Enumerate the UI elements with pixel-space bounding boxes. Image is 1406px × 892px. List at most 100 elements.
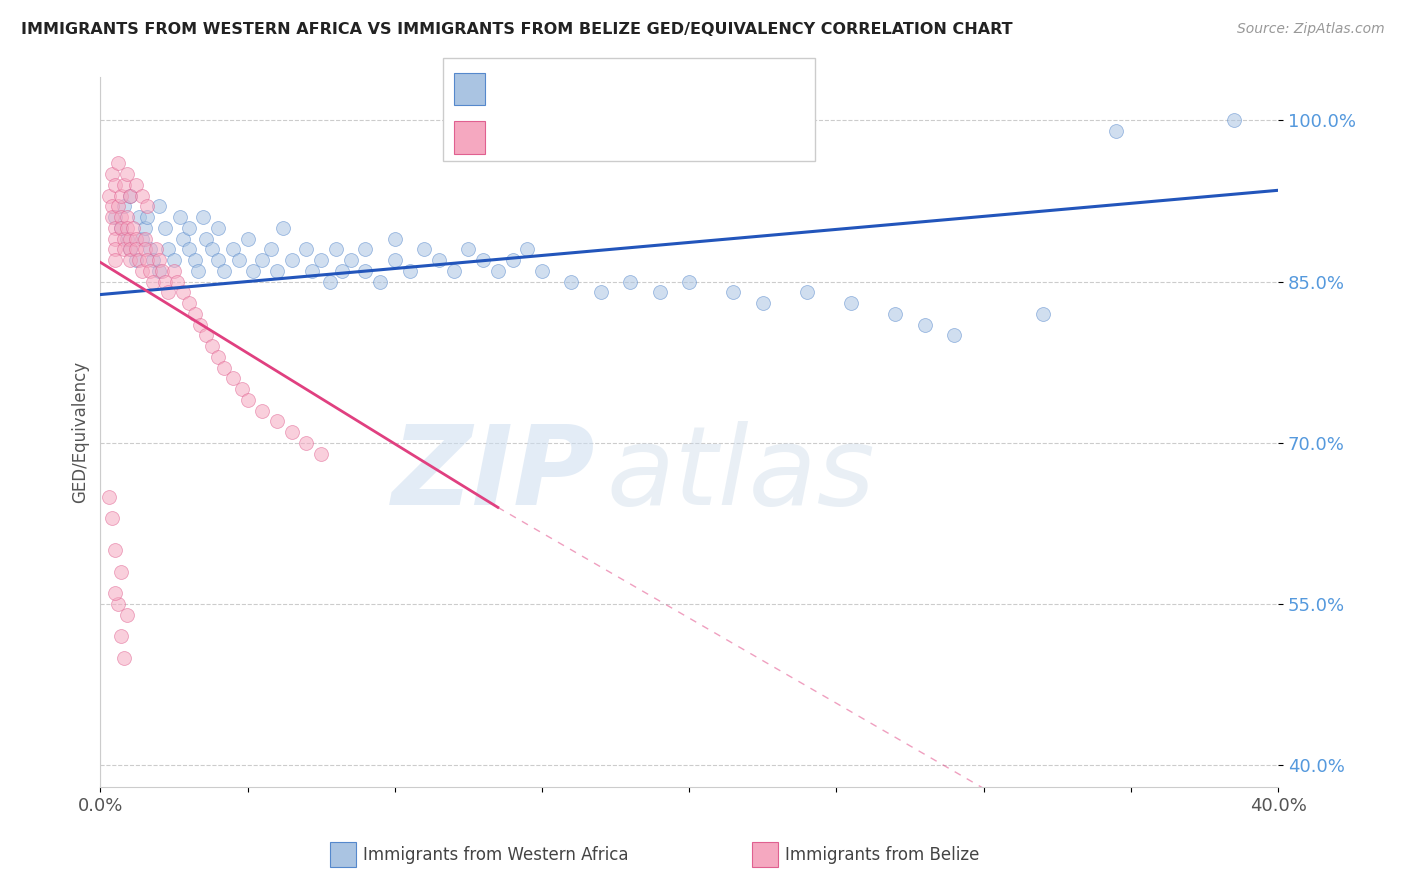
Point [325,243,347,257]
Point [104,243,127,257]
Point [531,264,554,278]
Point [112,178,135,192]
Point [457,243,479,257]
Point [413,243,436,257]
Point [131,264,153,278]
Point [330,264,353,278]
Point [101,511,124,525]
Point [678,275,700,289]
Point [280,425,302,439]
Text: ZIP: ZIP [391,421,595,528]
Point [502,253,524,268]
Point [118,188,141,202]
Point [112,232,135,246]
Point [139,264,162,278]
Point [150,264,173,278]
Point [104,210,127,224]
Point [142,275,165,289]
Point [145,243,167,257]
Point [516,243,538,257]
Point [309,447,332,461]
Point [142,253,165,268]
Point [172,232,194,246]
Point [183,253,205,268]
Point [115,221,138,235]
Point [153,275,176,289]
Point [118,243,141,257]
Text: N = 69: N = 69 [613,128,681,146]
Point [295,436,318,450]
Point [309,253,332,268]
Point [115,210,138,224]
Point [118,188,141,202]
Point [839,296,862,310]
Text: Immigrants from Belize: Immigrants from Belize [785,846,979,863]
Point [134,232,156,246]
Point [148,253,170,268]
Point [118,232,141,246]
Point [195,232,218,246]
Point [118,243,141,257]
Point [166,275,188,289]
Point [201,339,224,353]
Point [112,651,135,665]
Point [136,210,159,224]
Point [252,253,274,268]
Point [560,275,582,289]
Point [236,232,259,246]
Point [139,243,162,257]
Point [177,243,200,257]
Point [153,221,176,235]
Point [914,318,936,332]
Point [125,243,148,257]
Point [110,629,132,643]
Point [157,285,180,300]
Point [169,210,191,224]
Point [207,253,229,268]
Point [163,253,186,268]
Point [207,350,229,364]
Point [128,210,150,224]
Point [443,264,465,278]
Point [110,188,132,202]
Point [104,221,127,235]
Point [186,264,208,278]
Point [104,586,127,600]
Point [212,264,235,278]
Text: Source: ZipAtlas.com: Source: ZipAtlas.com [1237,22,1385,37]
Point [110,210,132,224]
Point [228,253,250,268]
Point [266,414,288,428]
Point [101,167,124,181]
Point [368,275,391,289]
Point [1032,307,1054,321]
Point [125,232,148,246]
Point [354,243,377,257]
Point [136,253,159,268]
Text: IMMIGRANTS FROM WESTERN AFRICA VS IMMIGRANTS FROM BELIZE GED/EQUIVALENCY CORRELA: IMMIGRANTS FROM WESTERN AFRICA VS IMMIGR… [21,22,1012,37]
Point [177,221,200,235]
Point [266,264,288,278]
Point [104,543,127,558]
Point [125,253,148,268]
Point [115,167,138,181]
Text: atlas: atlas [607,421,876,528]
Text: Immigrants from Western Africa: Immigrants from Western Africa [363,846,628,863]
Point [295,243,318,257]
Point [148,264,170,278]
Point [398,264,420,278]
Point [242,264,264,278]
Point [104,178,127,192]
Point [319,275,342,289]
Point [112,243,135,257]
Point [222,371,245,385]
Point [427,253,450,268]
Point [486,264,509,278]
Text: R =: R = [494,128,527,146]
Point [134,243,156,257]
Point [384,253,406,268]
Point [104,253,127,268]
Point [280,253,302,268]
Text: 0.317: 0.317 [538,79,602,98]
Point [177,296,200,310]
